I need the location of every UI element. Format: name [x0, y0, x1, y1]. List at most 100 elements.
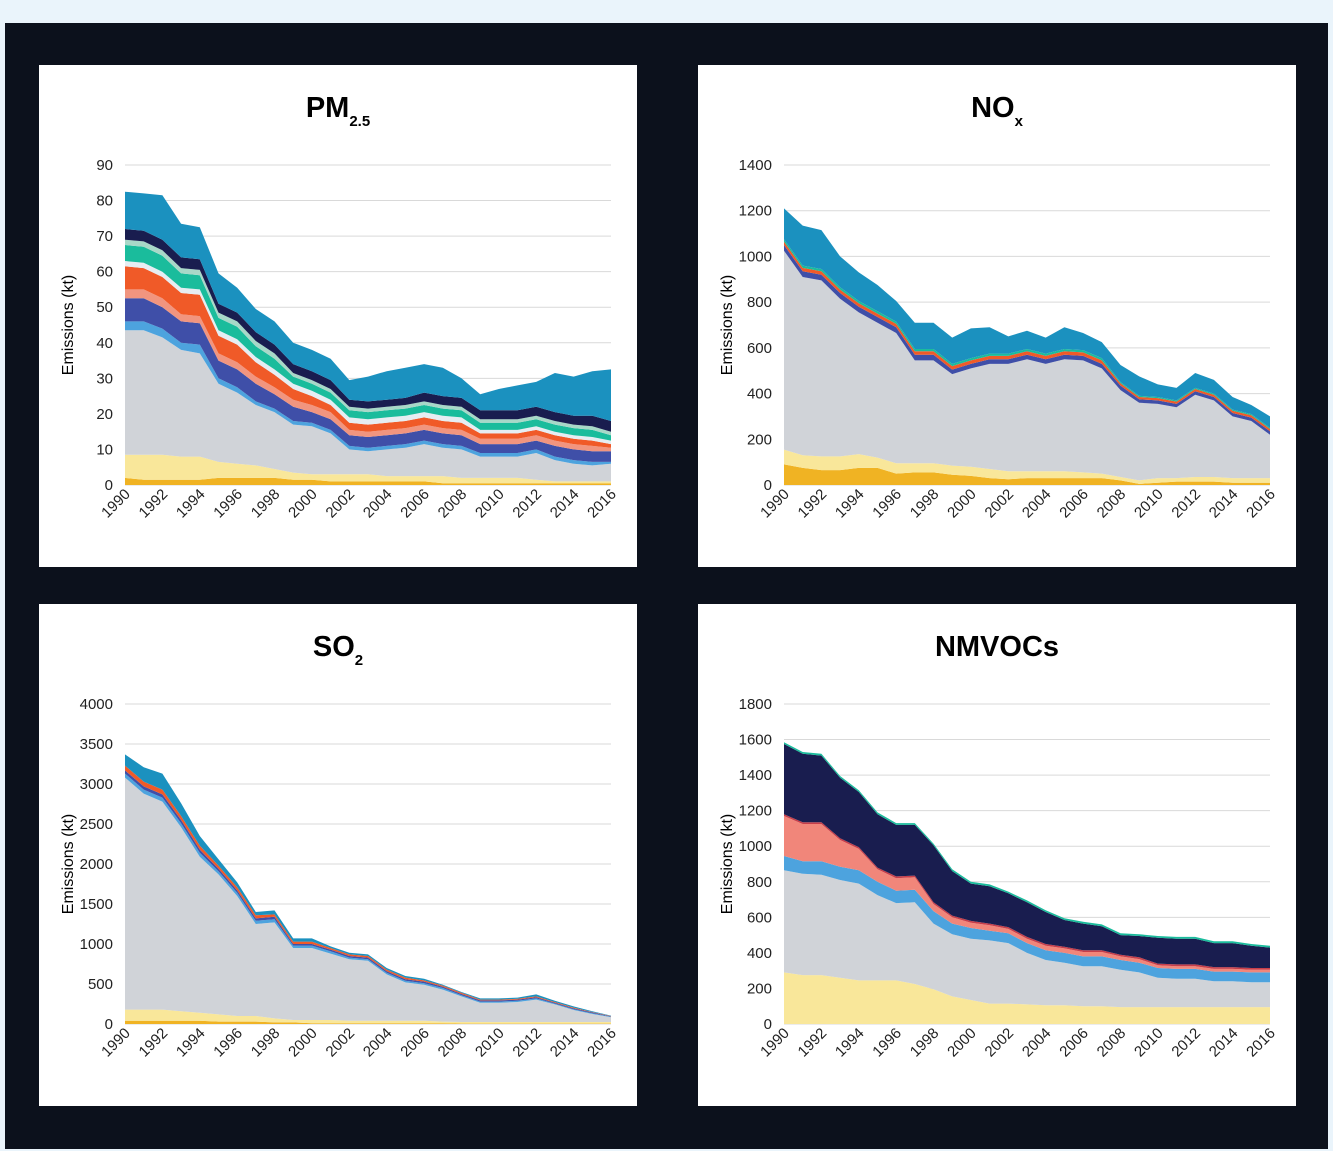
x-tick-label: 2010	[1131, 1025, 1167, 1061]
area-series-1	[125, 477, 611, 485]
area-series-1	[125, 1020, 611, 1024]
area-series-2	[784, 870, 1270, 1008]
x-tick-label: 1998	[907, 1025, 943, 1061]
x-tick-label: 2000	[944, 486, 980, 522]
y-tick-label: 20	[96, 406, 113, 423]
y-tick-label: 200	[747, 431, 772, 448]
y-tick-label: 10	[96, 441, 113, 458]
y-tick-label: 30	[96, 370, 113, 387]
x-tick-label: 2002	[323, 1025, 359, 1061]
chart-title-subscript: 2.5	[349, 113, 370, 130]
panel-nmvocs: NMVOCs 0 200 400 600 800 1000 1200 1400 1600 1800 E…	[698, 604, 1296, 1106]
x-tick-label: 1996	[210, 1025, 246, 1061]
area-series-5	[784, 814, 1270, 970]
x-tick-label: 1994	[832, 1025, 868, 1061]
x-tick-label: 2014	[547, 1025, 583, 1061]
y-tick-label: 2500	[80, 816, 113, 833]
chart-title-main: NMVOCs	[935, 631, 1059, 663]
y-tick-label: 1000	[739, 248, 772, 265]
y-tick-label: 1400	[739, 157, 772, 174]
area-series-4	[784, 816, 1270, 973]
x-tick-label: 1996	[869, 486, 905, 522]
x-tick-label: 2016	[1243, 486, 1279, 522]
y-tick-label: 3000	[80, 776, 113, 793]
area-series-1	[784, 464, 1270, 485]
panel-pm25: PM2.5 0 10 20 30 40 50 60 70 80 90 Emissions (kt) 19…	[39, 65, 637, 567]
x-tick-label: 1992	[795, 1025, 831, 1061]
y-tick-label: 800	[747, 294, 772, 311]
x-tick-label: 2014	[547, 486, 583, 522]
x-tick-label: 2000	[944, 1025, 980, 1061]
y-tick-label: 1600	[739, 732, 772, 749]
y-axis-label: Emissions (kt)	[60, 814, 77, 914]
x-tick-label: 1996	[869, 1025, 905, 1061]
chart-title-main: SO	[313, 631, 355, 663]
x-tick-label: 1990	[98, 486, 134, 522]
x-tick-label: 1998	[907, 486, 943, 522]
x-tick-label: 2004	[360, 1025, 396, 1061]
x-tick-label: 1990	[98, 1025, 134, 1061]
y-tick-label: 80	[96, 193, 113, 210]
y-tick-label: 0	[105, 477, 113, 494]
y-tick-label: 1000	[80, 936, 113, 953]
y-axis-label: Emissions (kt)	[60, 275, 77, 375]
chart-nox: NOx 0 200 400 600 800 1000 1200 1400 Emissions (k…	[719, 92, 1279, 522]
chart-so2: SO2 0 500 1000 1500 2000 2500 3000 3500 4000 Emiss…	[60, 631, 620, 1061]
x-tick-label: 2002	[982, 1025, 1018, 1061]
y-axis-label: Emissions (kt)	[719, 275, 736, 375]
panel-so2: SO2 0 500 1000 1500 2000 2500 3000 3500 4000 Emiss…	[39, 604, 637, 1106]
area-series-12	[125, 191, 611, 421]
x-tick-label: 1998	[248, 1025, 284, 1061]
x-tick-label: 1992	[795, 486, 831, 522]
area-series-3	[125, 777, 611, 1022]
y-tick-label: 600	[747, 340, 772, 357]
x-tick-label: 2004	[360, 486, 396, 522]
x-tick-label: 1998	[248, 486, 284, 522]
y-tick-label: 1200	[739, 803, 772, 820]
area-series-3	[784, 856, 1270, 983]
y-tick-label: 800	[747, 874, 772, 891]
y-tick-label: 70	[96, 228, 113, 245]
x-tick-label: 2006	[1056, 486, 1092, 522]
x-tick-label: 1992	[136, 486, 172, 522]
y-tick-label: 90	[96, 157, 113, 174]
x-tick-label: 2016	[584, 1025, 620, 1061]
area-series-2	[125, 454, 611, 484]
x-tick-label: 2006	[397, 486, 433, 522]
x-tick-label: 2008	[1094, 1025, 1130, 1061]
y-tick-label: 1000	[739, 838, 772, 855]
y-tick-label: 1800	[739, 696, 772, 713]
x-tick-label: 2008	[435, 486, 471, 522]
x-tick-label: 1996	[210, 486, 246, 522]
y-tick-label: 0	[764, 1016, 772, 1033]
chart-pm25: PM2.5 0 10 20 30 40 50 60 70 80 90 Emissions (kt) 19…	[60, 92, 620, 522]
y-tick-label: 500	[88, 976, 113, 993]
chart-nmvocs: NMVOCs 0 200 400 600 800 1000 1200 1400 1600 1800 E…	[719, 631, 1279, 1061]
x-tick-label: 2000	[285, 1025, 321, 1061]
y-tick-label: 1200	[739, 203, 772, 220]
x-tick-label: 2006	[397, 1025, 433, 1061]
y-axis-label: Emissions (kt)	[719, 814, 736, 914]
x-tick-label: 2008	[435, 1025, 471, 1061]
x-tick-label: 2014	[1206, 486, 1242, 522]
x-tick-label: 2000	[285, 486, 321, 522]
x-tick-label: 2012	[509, 1025, 545, 1061]
panel-nox: NOx 0 200 400 600 800 1000 1200 1400 Emissions (k…	[698, 65, 1296, 567]
chart-title-subscript: 2	[355, 652, 363, 669]
x-tick-label: 2002	[323, 486, 359, 522]
chart-title: NMVOCs	[935, 631, 1059, 663]
chart-title: PM2.5	[306, 92, 370, 130]
x-tick-label: 1990	[757, 486, 793, 522]
x-tick-label: 2010	[472, 486, 508, 522]
y-tick-label: 400	[747, 945, 772, 962]
area-series-3	[784, 250, 1270, 481]
chart-title-subscript: x	[1015, 113, 1024, 130]
chart-title-main: PM	[306, 92, 350, 124]
y-tick-label: 40	[96, 335, 113, 352]
x-tick-label: 2012	[1168, 1025, 1204, 1061]
x-tick-label: 2016	[584, 486, 620, 522]
y-tick-label: 400	[747, 386, 772, 403]
x-tick-label: 2004	[1019, 1025, 1055, 1061]
x-tick-label: 1994	[173, 1025, 209, 1061]
y-tick-label: 600	[747, 909, 772, 926]
